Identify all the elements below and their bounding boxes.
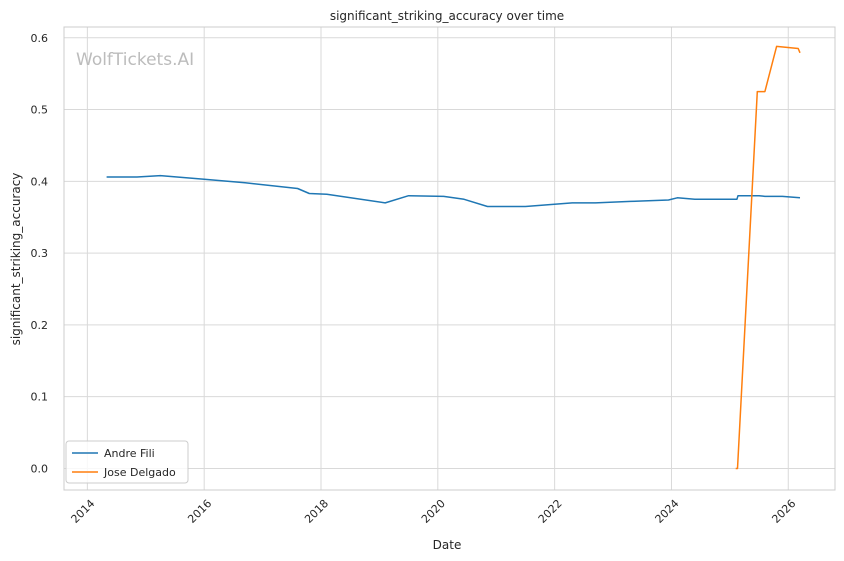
x-tick-label: 2016 [185, 497, 214, 526]
y-tick-label: 0.1 [31, 391, 49, 404]
y-tick-label: 0.6 [31, 32, 49, 45]
x-tick-labels: 2014 2016 2018 2020 2022 2024 2026 [68, 497, 798, 526]
grid-lines [64, 27, 835, 490]
y-tick-labels: 0.0 0.1 0.2 0.3 0.4 0.5 0.6 [31, 32, 49, 476]
x-tick-label: 2018 [302, 497, 331, 526]
series-lines [106, 45, 801, 470]
legend-label-andre-fili: Andre Fili [104, 447, 155, 460]
x-axis-label: Date [433, 538, 462, 552]
y-axis-label: significant_striking_accuracy [9, 173, 23, 346]
series-line-jose-delgado [735, 45, 801, 470]
series-line-andre-fili [106, 174, 801, 208]
x-tick-label: 2026 [769, 497, 798, 526]
watermark-text: WolfTickets.AI [76, 50, 194, 70]
x-tick-label: 2022 [536, 497, 565, 526]
x-tick-label: 2020 [419, 497, 448, 526]
chart-title: significant_striking_accuracy over time [330, 9, 564, 23]
y-tick-label: 0.4 [31, 175, 49, 188]
legend-label-jose-delgado: Jose Delgado [103, 466, 176, 479]
y-tick-label: 0.0 [31, 462, 49, 475]
y-tick-label: 0.3 [31, 247, 49, 260]
legend: Andre Fili Jose Delgado [65, 440, 189, 484]
y-tick-label: 0.2 [31, 319, 49, 332]
x-tick-label: 2014 [68, 497, 97, 526]
x-tick-label: 2024 [653, 497, 682, 526]
y-tick-label: 0.5 [31, 104, 49, 117]
plot-frame [63, 26, 836, 491]
